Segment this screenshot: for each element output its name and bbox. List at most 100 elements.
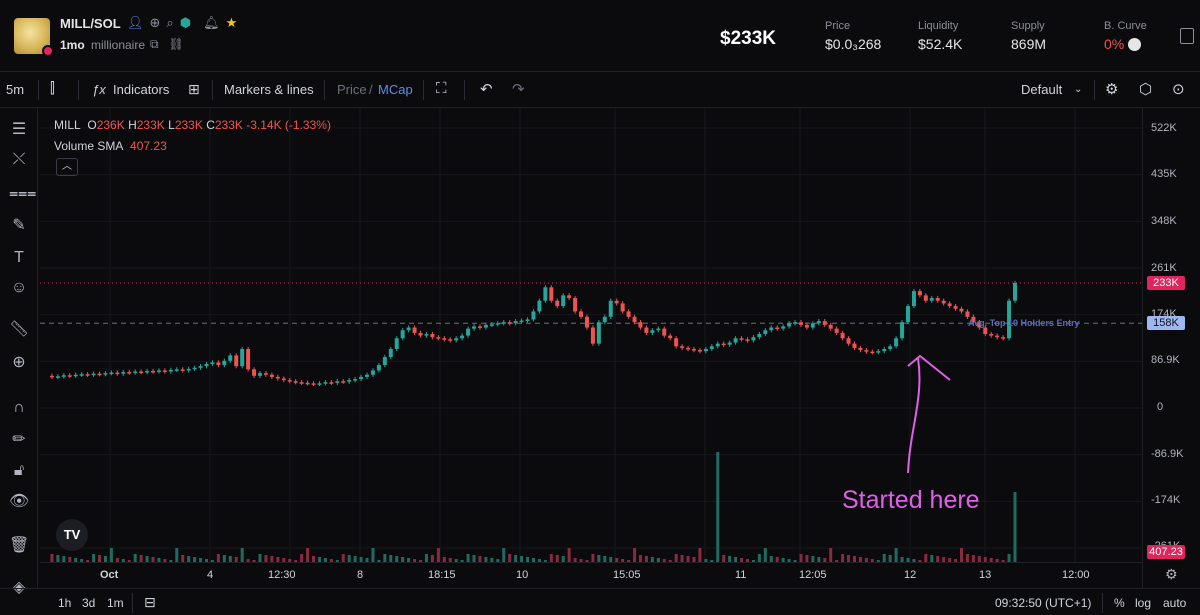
stat-bonding-curve: B. Curve 0% — [1104, 20, 1147, 52]
hexagon-settings-icon[interactable]: ⬡ — [1139, 81, 1153, 98]
volume-bar — [103, 556, 107, 562]
volume-bar — [710, 560, 714, 562]
volume-bar — [775, 557, 779, 562]
candle-body — [293, 381, 298, 383]
fullscreen-icon[interactable]: ⛶ — [436, 80, 447, 97]
interval-selector[interactable]: 5m — [6, 82, 25, 97]
collapse-legend-button[interactable]: ︿ — [56, 158, 78, 176]
range-3d[interactable]: 3d — [82, 596, 96, 610]
emoji-icon[interactable]: ☺ — [10, 279, 28, 296]
copy-link-icons[interactable]: ⧉ ⛓︎ — [150, 37, 184, 51]
volume-bar — [1001, 560, 1005, 562]
volume-bar — [763, 548, 767, 562]
chart-settings-icon[interactable]: ⚙ — [1105, 81, 1119, 98]
candle-body — [739, 338, 744, 340]
divider — [324, 80, 325, 100]
lock-icon[interactable]: 🔓︎ — [13, 462, 25, 479]
candle-body — [317, 383, 322, 385]
volume-bar — [965, 554, 969, 562]
x-tick-label: 12:30 — [268, 569, 296, 581]
copy-address-icon[interactable] — [1180, 28, 1194, 44]
shield-icon[interactable]: ⬢ — [179, 15, 192, 30]
indicators-button[interactable]: Indicators — [113, 82, 170, 97]
volume-bar — [924, 554, 928, 562]
volume-bar — [413, 559, 417, 562]
candle-body — [370, 370, 375, 375]
redo-icon[interactable]: ↷ — [512, 81, 525, 98]
globe-icon[interactable]: ⊕ — [149, 15, 161, 30]
volume-bar — [68, 557, 72, 562]
candle-body — [674, 338, 679, 347]
user-icon[interactable]: 👤︎ — [127, 15, 144, 30]
candle-body — [127, 372, 132, 374]
bell-icon[interactable]: 🔔︎ — [203, 15, 220, 30]
volume-bar — [817, 557, 821, 562]
eye-icon[interactable]: 👁︎ — [9, 493, 30, 510]
legend-c-label: C — [206, 118, 215, 132]
camera-icon[interactable]: ⊙ — [1172, 81, 1185, 98]
trend-line-icon[interactable]: ⤬ — [12, 151, 26, 168]
volume-bar — [460, 560, 464, 562]
lock-draw-icon[interactable]: ✏︎ — [12, 431, 26, 448]
volume-bar — [508, 554, 512, 562]
volume-bar — [306, 548, 310, 562]
candle-body — [246, 348, 251, 370]
volume-bar — [270, 556, 274, 562]
volume-bar — [793, 560, 797, 562]
tradingview-logo[interactable]: TV — [56, 519, 88, 551]
axis-settings-icon[interactable]: ⚙ — [1165, 566, 1178, 582]
log-toggle[interactable]: log — [1135, 596, 1152, 610]
time-axis[interactable]: Oct 4 12:30 8 18:15 10 15:05 11 12:05 12… — [40, 562, 1142, 588]
brush-icon[interactable]: ✎ — [12, 217, 26, 234]
volume-bar — [323, 558, 327, 562]
percent-toggle[interactable]: % — [1114, 596, 1125, 610]
templates-icon[interactable]: ⊞ — [188, 81, 200, 97]
candle-body — [376, 365, 381, 371]
trash-icon[interactable]: 🗑︎ — [9, 537, 30, 554]
volume-bar — [56, 555, 60, 562]
layers-icon[interactable]: ◈ — [12, 579, 26, 596]
volume-bar — [484, 557, 488, 562]
undo-icon[interactable]: ↶ — [480, 81, 493, 98]
candle-body — [180, 369, 185, 371]
legend-close: 233K — [214, 118, 243, 132]
candle-body — [151, 370, 156, 373]
x-tick-label: 12:00 — [1062, 569, 1090, 581]
volume-bar — [145, 556, 149, 562]
volume-bar — [181, 555, 185, 562]
volume-bar — [1013, 492, 1017, 562]
volume-bar — [359, 557, 363, 562]
mcap-toggle[interactable]: MCap — [378, 82, 413, 97]
candle-type-icon[interactable]: ⫿ — [50, 80, 55, 97]
magnet-icon[interactable]: ∩ — [13, 399, 25, 416]
legend-high: 233K — [136, 118, 165, 132]
price-toggle[interactable]: Price — [337, 82, 367, 97]
candle-body — [73, 374, 78, 377]
price-axis[interactable]: 522K 435K 348K 261K 174K 86.9K 0 -86.9K … — [1142, 108, 1200, 588]
volume-bar — [389, 555, 393, 562]
volume-bar — [716, 452, 720, 562]
auto-toggle[interactable]: auto — [1163, 596, 1187, 610]
candle-body — [888, 346, 893, 349]
fib-icon[interactable]: ⩶ — [9, 185, 37, 202]
search-icon[interactable]: ⌕ — [166, 15, 174, 30]
candle-body — [721, 343, 726, 346]
volume-bar — [561, 556, 565, 562]
crosshair-lines-icon[interactable]: ☰ — [11, 121, 27, 138]
text-tool-icon[interactable]: T — [14, 249, 24, 266]
zoom-in-icon[interactable]: ⊕ — [12, 354, 26, 371]
price-chart[interactable] — [40, 108, 1142, 562]
ruler-icon[interactable]: 📏︎ — [9, 321, 30, 338]
layout-selector[interactable]: Default — [1021, 82, 1063, 97]
indicators-icon[interactable]: ƒx — [92, 82, 106, 97]
candle-body — [787, 323, 792, 327]
date-range-icon[interactable]: ⊟ — [144, 594, 156, 610]
volume-bar — [383, 554, 387, 562]
star-icon[interactable]: ★ — [225, 15, 238, 30]
range-1h[interactable]: 1h — [58, 596, 72, 610]
range-1m[interactable]: 1m — [107, 596, 124, 610]
markers-button[interactable]: Markers & lines — [224, 82, 314, 97]
chevron-down-icon[interactable]: ⌄ — [1074, 84, 1083, 95]
volume-bar — [139, 555, 143, 562]
candle-body — [793, 322, 798, 324]
